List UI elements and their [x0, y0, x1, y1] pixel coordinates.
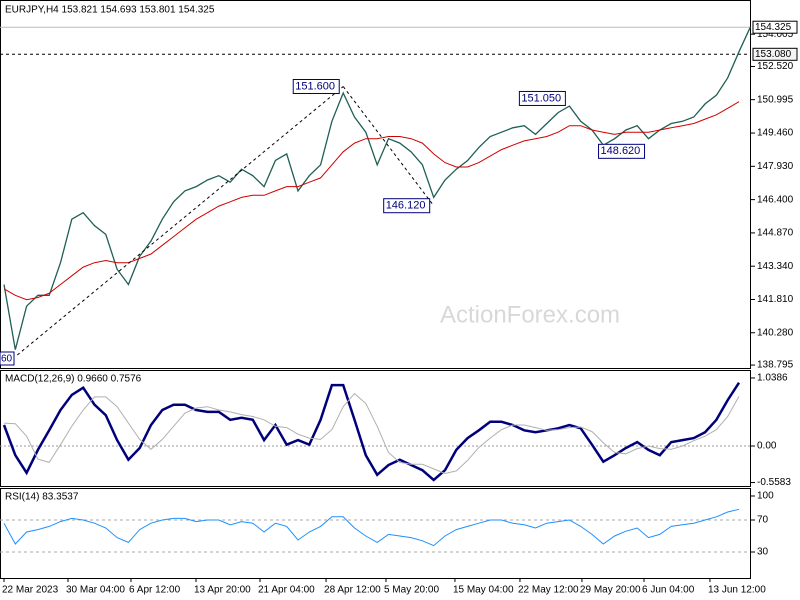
chart-title: EURJPY,H4 153.821 154.693 153.801 154.32… [5, 5, 215, 16]
y-tick-label: 140.280 [757, 327, 794, 338]
annotation: 146.120 [386, 200, 426, 212]
annotation: 60 [1, 354, 13, 365]
price-label: 154.325 [755, 22, 792, 33]
x-tick-label: 6 Apr 12:00 [129, 585, 181, 596]
zigzag [16, 86, 344, 356]
annotation-box [292, 78, 340, 94]
annotation-box [0, 351, 15, 366]
annotation: 151.600 [295, 80, 335, 92]
y-tick-label: 138.795 [757, 360, 794, 371]
y-tick-label: 30 [757, 547, 769, 558]
series-line [3, 26, 751, 350]
y-tick-label: 1.0386 [757, 373, 788, 384]
series-line [3, 101, 740, 301]
x-tick-label: 5 May 20:00 [384, 585, 439, 596]
price-label-box [752, 20, 798, 34]
price-label: 153.080 [755, 49, 792, 60]
macd-panel [0, 370, 751, 487]
y-tick-label: 149.460 [757, 128, 794, 139]
annotation-box [383, 198, 431, 214]
rsi-title: RSI(14) 83.3537 [5, 492, 79, 503]
y-tick-label: 141.810 [757, 294, 794, 305]
x-tick-label: 15 May 04:00 [453, 585, 514, 596]
y-tick-label: 0.00 [757, 441, 777, 452]
x-tick-label: 21 Apr 04:00 [258, 585, 315, 596]
price-label-box [752, 47, 798, 61]
zigzag [342, 86, 435, 207]
price-panel [0, 0, 751, 369]
y-tick-label: 70 [757, 515, 769, 526]
x-tick-label: 6 Jun 04:00 [642, 585, 695, 596]
series-line [3, 392, 740, 475]
y-tick-label: -0.5583 [757, 477, 791, 488]
rsi-panel [0, 488, 751, 579]
x-tick-label: 22 Mar 2023 [2, 585, 59, 596]
x-tick-label: 30 Mar 04:00 [66, 585, 125, 596]
x-tick-label: 29 May 20:00 [580, 585, 641, 596]
series-line [2, 382, 741, 482]
y-tick-label: 154.005 [757, 29, 794, 40]
x-tick-label: 22 May 12:00 [518, 585, 579, 596]
annotation-box [518, 90, 566, 106]
y-tick-label: 143.340 [757, 261, 794, 272]
x-tick-label: 28 Apr 12:00 [324, 585, 381, 596]
y-tick-label: 152.520 [757, 61, 794, 72]
watermark: ActionForex.com [440, 301, 620, 328]
annotation: 151.050 [521, 92, 561, 104]
y-tick-label: 147.930 [757, 161, 794, 172]
x-tick-label: 13 Jun 12:00 [708, 585, 766, 596]
series-line [3, 508, 740, 547]
annotation-box [598, 143, 646, 159]
x-tick-label: 13 Apr 20:00 [194, 585, 251, 596]
macd-title: MACD(12,26,9) 0.9660 0.7576 [5, 374, 142, 385]
y-tick-label: 150.995 [757, 94, 794, 105]
y-tick-label: 100 [757, 491, 774, 502]
annotation: 148.620 [601, 145, 641, 157]
y-tick-label: 146.400 [757, 194, 794, 205]
y-tick-label: 144.870 [757, 228, 794, 239]
